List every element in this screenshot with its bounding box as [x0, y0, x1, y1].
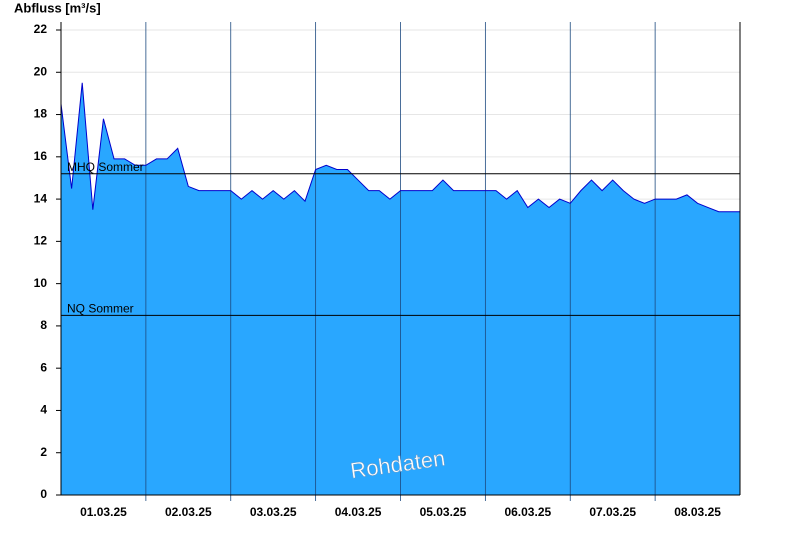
- x-tick-label: 07.03.25: [589, 505, 636, 519]
- y-tick-label: 10: [34, 276, 48, 290]
- x-tick-label: 04.03.25: [335, 505, 382, 519]
- y-axis-title: Abfluss [m³/s]: [14, 0, 101, 15]
- y-tick-label: 20: [34, 64, 48, 78]
- y-tick-label: 0: [40, 487, 47, 501]
- y-tick-label: 4: [40, 403, 47, 417]
- x-tick-label: 02.03.25: [165, 505, 212, 519]
- y-tick-label: 14: [34, 191, 48, 205]
- reference-label: MHQ Sommer: [67, 160, 144, 174]
- x-tick-label: 06.03.25: [504, 505, 551, 519]
- x-tick-label: 01.03.25: [80, 505, 127, 519]
- y-tick-label: 22: [34, 22, 48, 36]
- reference-label: NQ Sommer: [67, 302, 134, 316]
- y-tick-label: 18: [34, 107, 48, 121]
- x-tick-label: 03.03.25: [250, 505, 297, 519]
- line: [60, 82, 740, 213]
- x-tick-label: 05.03.25: [420, 505, 467, 519]
- y-tick-label: 2: [40, 445, 47, 459]
- y-tick-label: 8: [40, 318, 47, 332]
- x-tick-label: 08.03.25: [674, 505, 721, 519]
- y-tick-label: 6: [40, 360, 47, 374]
- y-tick-label: 12: [34, 234, 48, 248]
- y-tick-label: 16: [34, 149, 48, 163]
